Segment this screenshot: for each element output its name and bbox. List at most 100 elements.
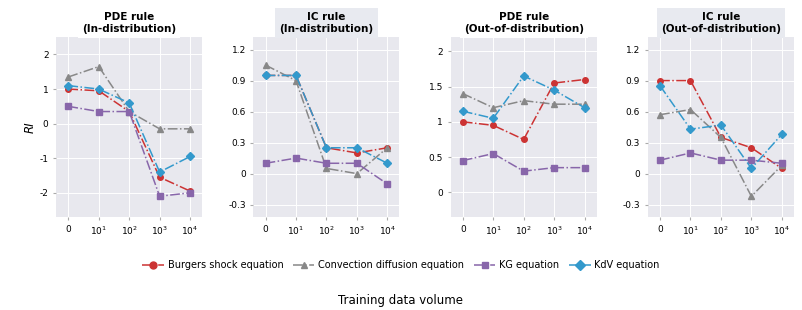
Burgers shock equation	[383, 146, 392, 150]
Title: IC rule
(Out-of-distribution): IC rule (Out-of-distribution)	[661, 12, 781, 34]
KdV equation	[458, 109, 468, 113]
KG equation	[185, 191, 195, 195]
Burgers shock equation	[94, 89, 103, 93]
KdV equation	[124, 101, 134, 105]
Line: KG equation: KG equation	[263, 155, 390, 187]
KG equation	[383, 182, 392, 186]
Convection diffusion equation	[261, 63, 270, 67]
Burgers shock equation	[655, 79, 665, 82]
Line: KG equation: KG equation	[658, 150, 784, 166]
Burgers shock equation	[519, 138, 529, 141]
KG equation	[519, 169, 529, 173]
KG equation	[458, 159, 468, 162]
KdV equation	[488, 117, 498, 120]
KG equation	[686, 151, 695, 155]
Burgers shock equation	[155, 175, 164, 179]
Y-axis label: RI: RI	[24, 121, 37, 133]
Burgers shock equation	[291, 73, 301, 77]
KdV equation	[322, 146, 331, 150]
Burgers shock equation	[185, 189, 195, 193]
Convection diffusion equation	[580, 102, 589, 106]
KG equation	[124, 110, 134, 113]
Burgers shock equation	[549, 81, 559, 85]
Burgers shock equation	[686, 79, 695, 82]
Convection diffusion equation	[488, 106, 498, 109]
Burgers shock equation	[322, 146, 331, 150]
Burgers shock equation	[580, 78, 589, 81]
Convection diffusion equation	[549, 102, 559, 106]
Convection diffusion equation	[291, 79, 301, 82]
Line: Convection diffusion equation: Convection diffusion equation	[66, 64, 192, 132]
Line: KdV equation: KdV equation	[460, 73, 587, 121]
KdV equation	[747, 166, 756, 170]
Burgers shock equation	[747, 146, 756, 150]
Burgers shock equation	[716, 135, 726, 139]
KG equation	[94, 110, 103, 113]
KdV equation	[655, 84, 665, 88]
Burgers shock equation	[777, 166, 787, 170]
KG equation	[261, 162, 270, 165]
KdV equation	[519, 74, 529, 78]
Convection diffusion equation	[747, 194, 756, 198]
Line: KdV equation: KdV equation	[658, 83, 784, 171]
Title: IC rule
(In-distribution): IC rule (In-distribution)	[279, 12, 374, 34]
Convection diffusion equation	[322, 166, 331, 170]
Burgers shock equation	[261, 73, 270, 77]
Burgers shock equation	[488, 123, 498, 127]
KG equation	[63, 104, 73, 108]
KdV equation	[185, 155, 195, 158]
KG equation	[155, 194, 164, 198]
KdV equation	[155, 170, 164, 174]
Line: Convection diffusion equation: Convection diffusion equation	[460, 91, 587, 110]
KG equation	[291, 156, 301, 160]
KdV equation	[716, 123, 726, 127]
Line: KG equation: KG equation	[66, 104, 192, 199]
Line: KdV equation: KdV equation	[66, 83, 192, 175]
Convection diffusion equation	[655, 113, 665, 117]
Line: KG equation: KG equation	[460, 151, 587, 174]
KG equation	[549, 166, 559, 170]
Convection diffusion equation	[458, 92, 468, 95]
Title: PDE rule
(Out-of-distribution): PDE rule (Out-of-distribution)	[464, 12, 584, 34]
Burgers shock equation	[124, 110, 134, 113]
Convection diffusion equation	[519, 99, 529, 103]
KdV equation	[777, 132, 787, 136]
KdV equation	[63, 84, 73, 87]
Line: Burgers shock equation: Burgers shock equation	[66, 86, 192, 194]
Convection diffusion equation	[686, 108, 695, 111]
Line: Burgers shock equation: Burgers shock equation	[460, 77, 587, 142]
KdV equation	[549, 88, 559, 92]
KdV equation	[261, 73, 270, 77]
Title: PDE rule
(In-distribution): PDE rule (In-distribution)	[82, 12, 176, 34]
KdV equation	[94, 87, 103, 91]
Convection diffusion equation	[63, 75, 73, 79]
KG equation	[488, 152, 498, 155]
KG equation	[747, 158, 756, 162]
Line: KdV equation: KdV equation	[263, 73, 390, 166]
Line: Burgers shock equation: Burgers shock equation	[658, 78, 784, 171]
KdV equation	[291, 73, 301, 77]
Convection diffusion equation	[716, 135, 726, 139]
KG equation	[352, 162, 362, 165]
KdV equation	[383, 162, 392, 165]
KG equation	[716, 158, 726, 162]
KdV equation	[686, 127, 695, 131]
Convection diffusion equation	[155, 127, 164, 131]
KdV equation	[352, 146, 362, 150]
Legend: Burgers shock equation, Convection diffusion equation, KG equation, KdV equation: Burgers shock equation, Convection diffu…	[139, 256, 663, 274]
KG equation	[777, 162, 787, 165]
Burgers shock equation	[63, 87, 73, 91]
Convection diffusion equation	[94, 65, 103, 69]
Convection diffusion equation	[777, 163, 787, 167]
Line: Burgers shock equation: Burgers shock equation	[263, 73, 390, 156]
Text: Training data volume: Training data volume	[338, 294, 464, 307]
Convection diffusion equation	[352, 172, 362, 175]
Convection diffusion equation	[185, 127, 195, 131]
Burgers shock equation	[352, 151, 362, 155]
Line: Convection diffusion equation: Convection diffusion equation	[658, 107, 784, 199]
Burgers shock equation	[458, 120, 468, 124]
Convection diffusion equation	[383, 146, 392, 150]
KG equation	[655, 158, 665, 162]
KG equation	[580, 166, 589, 170]
KdV equation	[580, 106, 589, 109]
